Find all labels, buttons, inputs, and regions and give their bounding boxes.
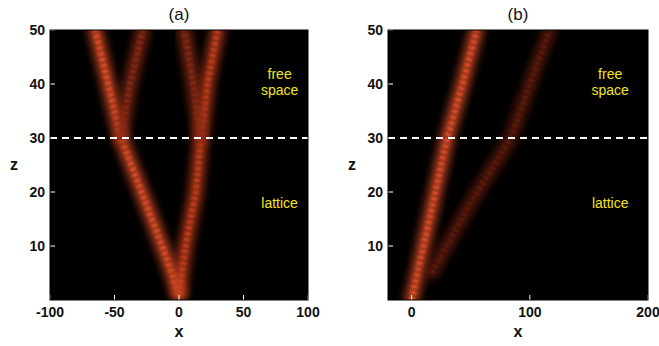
y-tick (388, 246, 393, 247)
y-tick-label: 20 (367, 184, 383, 200)
beam-fringes (95, 30, 179, 295)
x-tick-label: 100 (518, 304, 542, 320)
x-tick-label: 200 (636, 304, 659, 320)
frame (388, 30, 648, 300)
y-tick-label: 40 (367, 76, 383, 92)
x-tick-label: -50 (104, 304, 124, 320)
x-tick-label: -100 (36, 304, 64, 320)
beam-glow (179, 30, 218, 295)
x-tick (179, 295, 180, 300)
annotation: lattice (592, 195, 629, 211)
y-tick (388, 84, 393, 85)
y-tick-label: 10 (29, 238, 45, 254)
beam-fringes (179, 30, 218, 295)
beam-fringes (121, 30, 143, 138)
panel: freespace lattice -100 -50 0 50 100 10 20 30 40 50 x… (10, 5, 320, 340)
interface-line (50, 137, 308, 139)
y-axis-title: z (348, 156, 356, 173)
y-tick (50, 138, 55, 139)
y-tick-label: 40 (29, 76, 45, 92)
y-tick-label: 30 (29, 130, 45, 146)
x-tick-label: 0 (408, 304, 416, 320)
beam-glow (432, 30, 550, 273)
y-tick (50, 84, 55, 85)
x-tick (243, 295, 244, 300)
beam-fringes (176, 268, 182, 295)
beam-glow (172, 268, 186, 295)
x-tick (411, 295, 412, 300)
beam-fringes (432, 30, 550, 273)
y-tick-label: 50 (367, 22, 383, 38)
annotation: freespace (592, 66, 630, 98)
x-tick (114, 295, 115, 300)
x-axis-title: x (514, 323, 523, 340)
frame (50, 30, 308, 300)
marks (388, 30, 648, 300)
y-tick (388, 138, 393, 139)
x-tick (529, 295, 530, 300)
marks (50, 30, 308, 295)
y-tick-label: 30 (367, 130, 383, 146)
x-tick-label: 100 (296, 304, 320, 320)
panel: freespace lattice 0 100 200 10 20 30 40 50 x z (b) (348, 5, 659, 340)
x-axis-title: x (175, 323, 184, 340)
x-tick-label: 0 (175, 304, 183, 320)
y-axis-title: z (10, 156, 18, 173)
beam-fringes (184, 30, 201, 138)
y-tick (388, 192, 393, 193)
y-tick-label: 50 (29, 22, 45, 38)
plot-area (388, 30, 648, 300)
interface-line (388, 137, 648, 139)
x-tick-label: 50 (236, 304, 252, 320)
y-tick (50, 246, 55, 247)
y-tick-label: 20 (29, 184, 45, 200)
y-tick-label: 10 (367, 238, 383, 254)
panel-title: (b) (508, 5, 529, 24)
panel-title: (a) (169, 5, 190, 24)
annotation: freespace (261, 66, 299, 98)
y-tick (50, 192, 55, 193)
figure: freespacelattice-100-500501001020304050x… (0, 0, 659, 346)
beam-glow (121, 30, 143, 138)
plot-area (50, 30, 308, 300)
beam-glow (184, 30, 201, 138)
annotation: lattice (261, 195, 298, 211)
beam-glow (95, 30, 179, 295)
